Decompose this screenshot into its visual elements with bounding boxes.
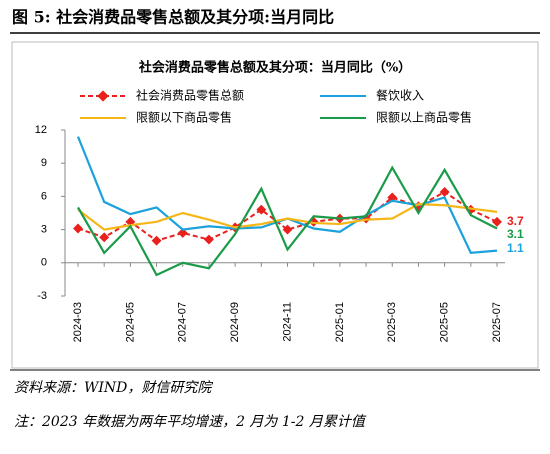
chart-frame (11, 41, 539, 369)
legend-marker (97, 90, 109, 102)
footnote: 注：2023 年数据为两年平均增速，2 月为 1-2 月累计值 (14, 414, 367, 430)
series-line (77, 203, 498, 231)
point-marker (256, 204, 267, 215)
end-label: 1.1 (507, 241, 524, 255)
point-marker (439, 187, 450, 197)
y-tick-label: 0 (41, 257, 47, 269)
x-tick-label: 2024-11 (281, 302, 293, 342)
y-tick-label: 9 (41, 157, 47, 169)
point-marker (387, 192, 398, 203)
point-marker (99, 232, 110, 243)
source-note: 资料来源：WIND，财信研究院 (14, 380, 213, 396)
end-label: 3.7 (507, 214, 524, 228)
series-line (76, 136, 498, 255)
point-marker (203, 234, 214, 245)
y-tick-label: 6 (41, 190, 47, 202)
legend-label: 餐饮收入 (376, 88, 424, 103)
legend-label: 社会消费品零售总额 (136, 88, 244, 103)
point-marker (177, 227, 188, 238)
y-tick-label: -3 (37, 290, 47, 302)
point-marker (282, 224, 293, 235)
chart-title: 社会消费品零售总额及其分项：当月同比（%） (138, 60, 411, 76)
x-tick-label: 2024-09 (229, 302, 241, 342)
x-tick-label: 2025-03 (386, 302, 398, 342)
legend-label: 限额以下商品零售 (136, 110, 232, 125)
x-tick-label: 2024-05 (124, 302, 136, 342)
series-line (77, 165, 498, 277)
end-label: 3.1 (507, 227, 524, 241)
y-tick-label: 3 (41, 224, 47, 236)
x-tick-label: 2025-07 (491, 302, 503, 342)
figure-title: 图 5: 社会消费品零售总额及其分项:当月同比 (12, 8, 334, 27)
point-marker (73, 223, 83, 234)
x-tick-label: 2025-01 (334, 302, 346, 342)
point-marker (492, 216, 502, 227)
y-tick-label: 12 (35, 124, 47, 136)
point-marker (151, 235, 162, 246)
x-tick-label: 2025-05 (439, 302, 451, 342)
x-tick-label: 2024-07 (177, 302, 189, 342)
x-tick-label: 2024-03 (72, 302, 84, 342)
legend-label: 限额以上商品零售 (376, 110, 472, 125)
